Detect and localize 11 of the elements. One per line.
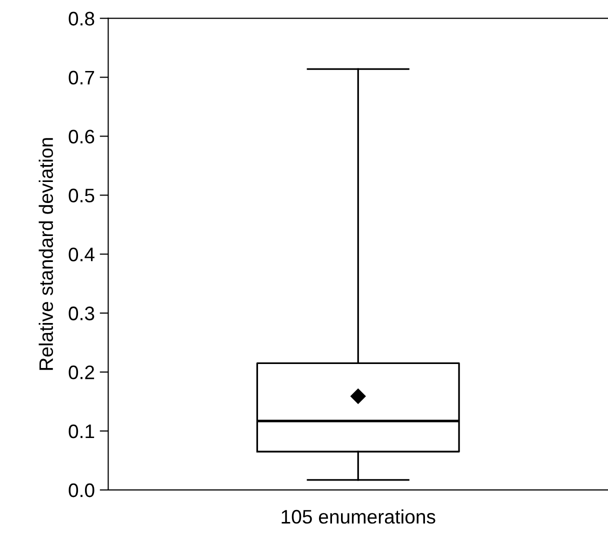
x-tick-label: 105 enumerations <box>282 509 436 524</box>
y-tick-label: 0.0 <box>68 483 94 498</box>
y-tick-label: 0.6 <box>68 130 94 144</box>
y-tick-label: 0.1 <box>68 424 94 438</box>
y-axis-title: Relative standard deviation <box>38 138 54 370</box>
y-tick-label: 0.8 <box>68 12 94 26</box>
y-tick-label: 0.5 <box>68 188 94 202</box>
y-tick-label: 0.4 <box>68 248 94 262</box>
y-tick-label: 0.7 <box>68 70 94 85</box>
y-tick-label: 0.2 <box>68 366 94 380</box>
y-tick-label: 0.3 <box>68 306 94 320</box>
